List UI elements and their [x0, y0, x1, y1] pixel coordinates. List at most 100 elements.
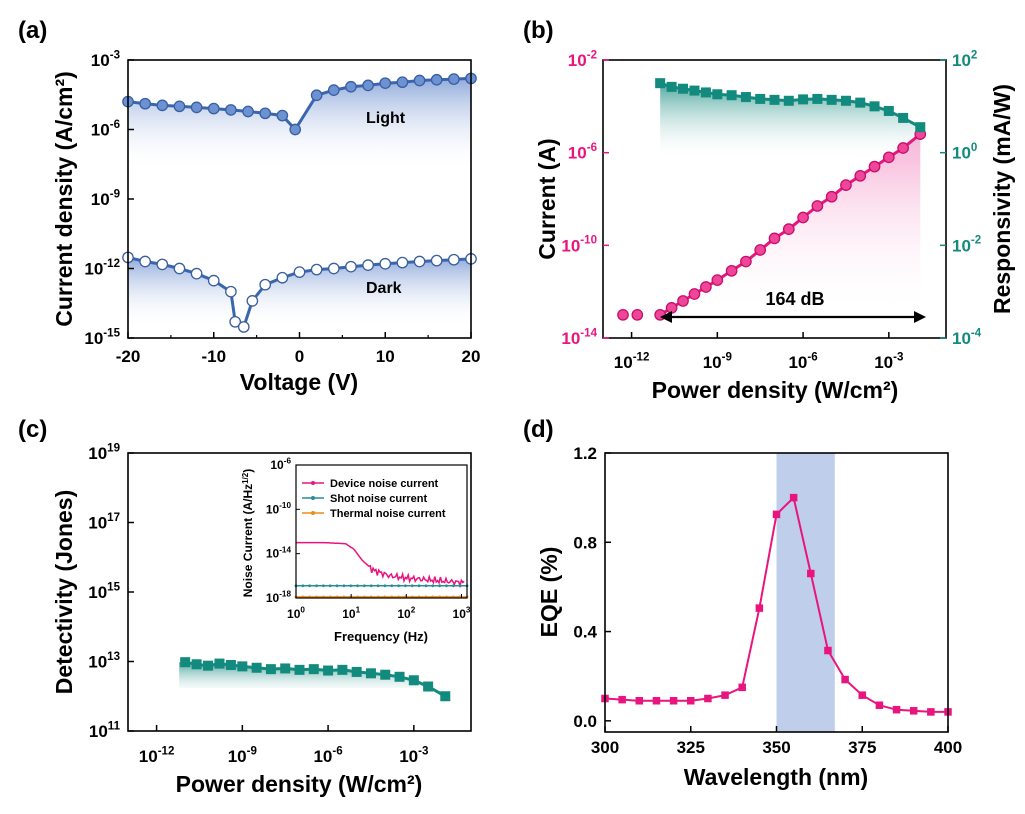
inset-marker-1: [308, 584, 312, 588]
data-point-responsivity: [655, 78, 666, 89]
y-tick-label-c: 1013: [88, 651, 120, 672]
x-tick-label-c: 10-9: [228, 745, 257, 766]
data-point-dark: [293, 266, 306, 278]
y-axis-label-right-b: Responsivity (mA/W): [989, 84, 1015, 314]
y-left-tick-label-b: 10-2: [568, 49, 597, 70]
inset-marker-1: [424, 584, 428, 588]
legend-label-2: Thermal noise current: [330, 508, 446, 520]
inset-y-tick-label: 10-18: [266, 590, 292, 605]
inset-y-tick-label: 10-6: [270, 457, 291, 472]
y-tick-label-a: 10-12: [84, 258, 120, 279]
y-left-tick-label-b: 10-6: [568, 142, 597, 163]
x-axis-label-c: Power density (W/cm²): [176, 771, 423, 797]
data-point-eqe: [824, 646, 832, 655]
data-point-light: [379, 77, 392, 90]
data-point-detectivity: [337, 664, 348, 675]
data-point-eqe: [858, 691, 866, 699]
data-point-detectivity: [203, 660, 214, 671]
y-tick-label-d: 0.4: [573, 623, 597, 642]
data-point-current: [868, 160, 881, 173]
data-point-light: [139, 97, 151, 110]
inset-x-tick-label: 101: [342, 606, 360, 621]
data-point-dark: [190, 267, 203, 280]
data-point-dark: [246, 295, 259, 307]
x-tick-label-d: 300: [591, 738, 619, 757]
y-tick-label-c: 1011: [89, 720, 121, 741]
data-point-responsivity: [726, 90, 737, 101]
data-point-light: [225, 104, 237, 116]
data-point-responsivity: [678, 83, 689, 94]
data-point-responsivity: [915, 122, 926, 133]
data-point-light: [173, 100, 186, 113]
inset-y-axis-label: Noise Current (A/Hz1/2): [241, 469, 256, 597]
data-point-light: [242, 105, 254, 118]
data-point-dark: [225, 285, 237, 298]
inset-marker-1: [369, 584, 373, 588]
x-axis-label-b: Power density (W/cm²): [652, 377, 899, 403]
data-point-eqe: [635, 697, 644, 705]
y-tick-label-a: 10-3: [91, 49, 120, 70]
inset-marker-1: [349, 584, 353, 588]
data-point-detectivity: [365, 668, 376, 679]
data-point-eqe: [652, 697, 661, 705]
data-point-eqe: [927, 708, 935, 716]
y-axis-label-a: Current density (A/cm²): [51, 71, 77, 327]
x-axis-label-d: Wavelength (nm): [684, 764, 868, 790]
data-point-dark: [139, 255, 151, 268]
data-point-current: [768, 232, 781, 245]
y-tick-label-d: 0.8: [573, 533, 597, 552]
x-axis-label-a: Voltage (V): [240, 369, 358, 395]
data-point-light: [396, 76, 409, 89]
x-tick-label-d: 325: [677, 738, 705, 757]
data-point-responsivity: [855, 97, 866, 108]
y-tick-label-d: 0.0: [573, 712, 597, 731]
data-point-detectivity: [225, 659, 236, 670]
x-tick-label-d: 350: [762, 738, 790, 757]
data-point-dark: [259, 278, 272, 291]
data-point-current: [700, 281, 712, 293]
inset-marker-1: [363, 584, 366, 588]
y-tick-label-a: 10-15: [84, 327, 120, 348]
y-right-tick-label-b: 100: [952, 142, 977, 163]
data-point-light: [362, 79, 374, 92]
chart-b: 10-12 10-9 10-6 10-3 10-14 10-10 10-6 10-2 10-4 1…: [534, 49, 1015, 403]
data-point-eqe: [669, 697, 678, 705]
data-point-responsivity: [883, 105, 894, 116]
data-point-responsivity: [840, 95, 851, 106]
data-point-detectivity: [180, 657, 191, 668]
y-tick-label-c: 1019: [88, 442, 120, 463]
data-point-detectivity: [265, 664, 276, 675]
inset-frame: [295, 464, 468, 599]
inset-marker-1: [410, 584, 414, 588]
x-tick-label-b: 10-6: [788, 351, 817, 372]
data-point-eqe: [618, 695, 626, 704]
data-point-dark: [229, 315, 242, 328]
data-point-current: [711, 274, 724, 286]
x-tick-label-c: 10-6: [313, 745, 342, 766]
data-point-light: [190, 101, 203, 114]
data-point-detectivity: [440, 691, 451, 702]
data-point-current: [725, 264, 738, 277]
inset-x-tick-label: 102: [397, 606, 415, 621]
data-point-current: [882, 151, 895, 164]
panel-label-c: (c): [18, 416, 47, 443]
data-point-dark: [156, 258, 169, 271]
x-tick-label-c: 10-3: [399, 745, 428, 766]
data-point-detectivity: [394, 671, 405, 682]
inset-marker-1: [315, 584, 318, 588]
data-point-responsivity: [712, 89, 723, 100]
inset-series-line-0: [296, 541, 465, 589]
data-point-responsivity: [812, 93, 823, 104]
y-tick-label-d: 1.2: [573, 444, 597, 463]
data-point-current: [854, 169, 867, 182]
data-point-current: [688, 288, 701, 300]
data-point-dark: [379, 257, 392, 270]
inset-marker-1: [335, 584, 339, 588]
series-label-light: Light: [366, 110, 406, 127]
inset-marker-1: [328, 584, 332, 588]
data-point-current: [740, 255, 752, 268]
data-point-detectivity: [323, 665, 334, 676]
inset-marker-1: [438, 584, 442, 588]
